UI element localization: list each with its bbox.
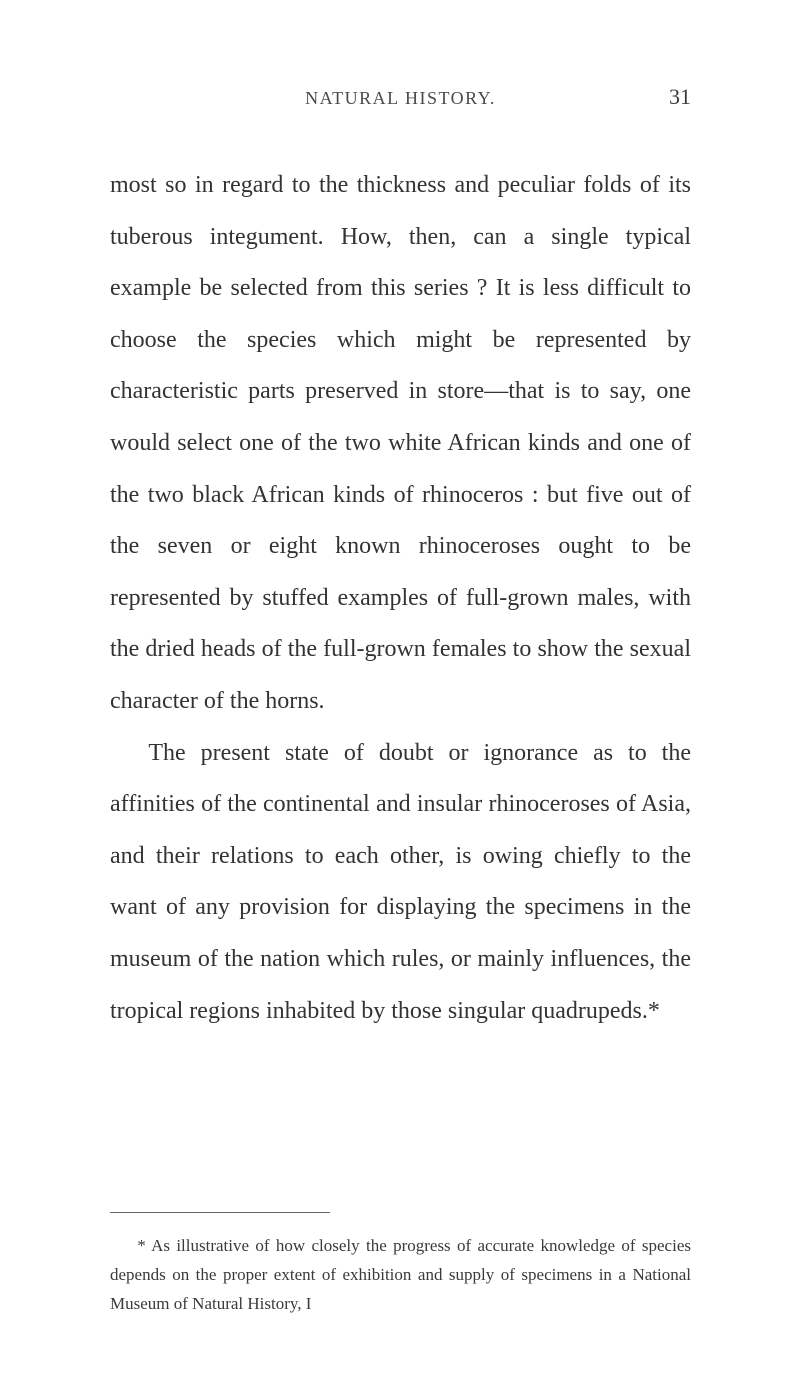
- footnote-separator: [110, 1212, 330, 1213]
- running-head: NATURAL HISTORY.: [160, 88, 641, 109]
- paragraph-1: most so in regard to the thickness and p…: [110, 160, 691, 728]
- body-text: most so in regard to the thickness and p…: [110, 160, 691, 1037]
- page-number: 31: [641, 84, 691, 110]
- footnote: * As illustrative of how closely the pro…: [110, 1232, 691, 1319]
- page: NATURAL HISTORY. 31 most so in regard to…: [0, 0, 801, 1391]
- page-header: NATURAL HISTORY. 31: [110, 84, 691, 110]
- paragraph-2: The present state of doubt or ignorance …: [110, 728, 691, 1038]
- footnote-text: * As illustrative of how closely the pro…: [110, 1232, 691, 1319]
